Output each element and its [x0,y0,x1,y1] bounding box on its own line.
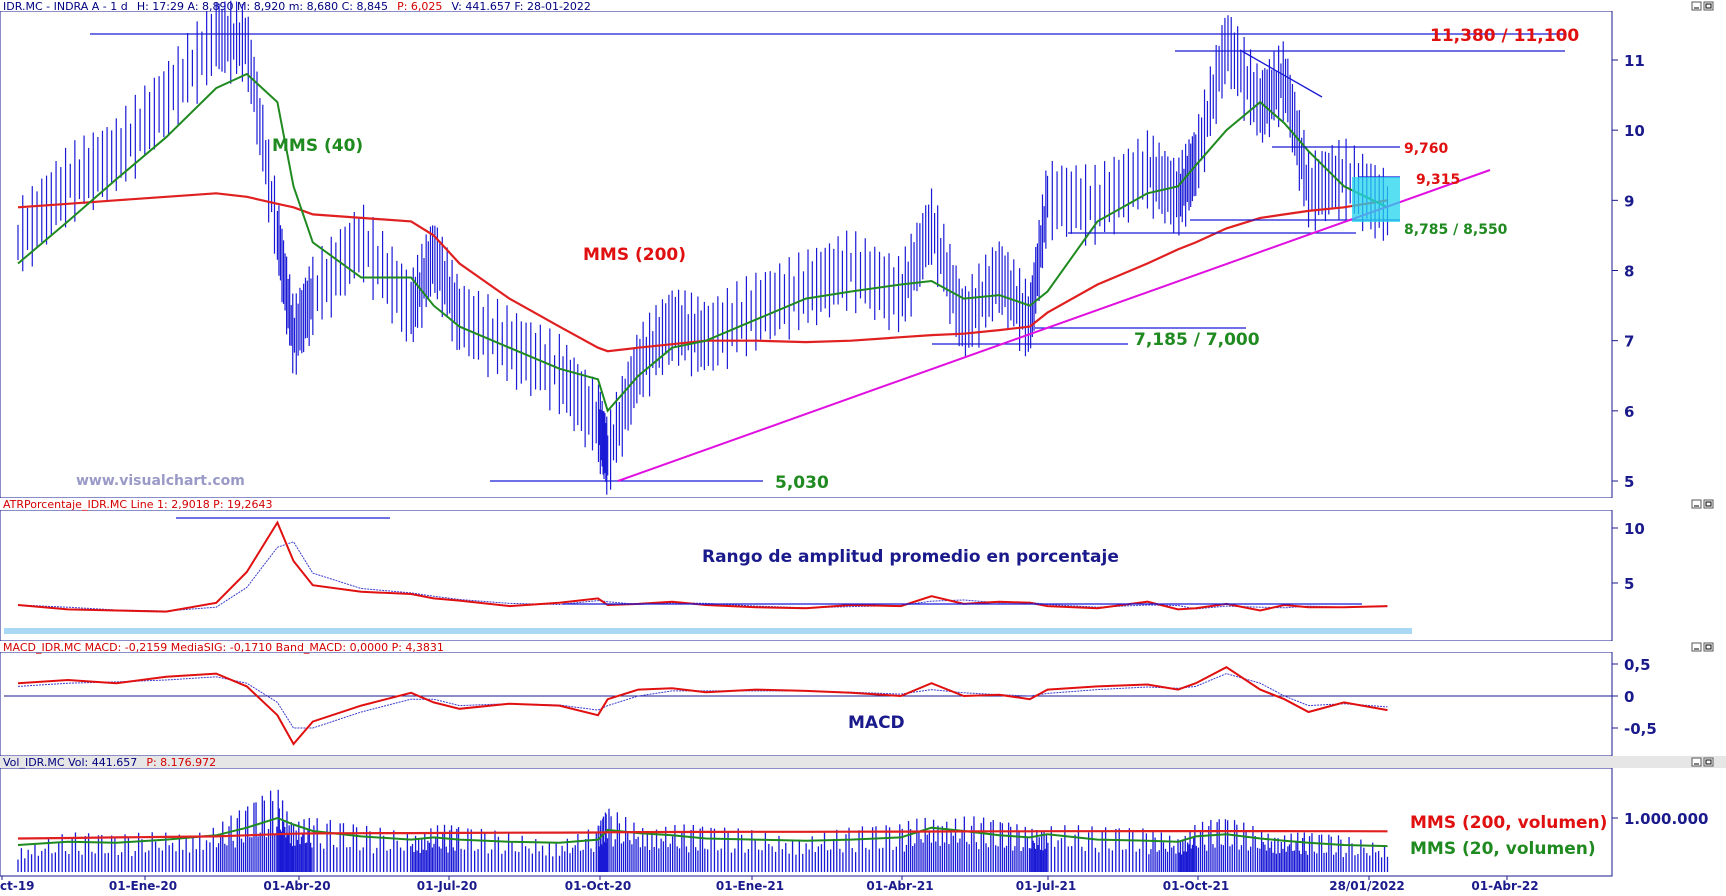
vol-mms200-line [17,830,1388,840]
watermark: www.visualchart.com [76,473,245,489]
price-header-tail: V: 441.657 F: 28-01-2022 [452,0,591,13]
vol-label-mms20: MMS (20, volumen) [1410,839,1596,859]
x-tick-label: 01-Abr-22 [1471,879,1538,892]
annotation-9315: 9,315 [1416,172,1460,188]
macd-y-tick-label: 0,5 [1624,656,1651,674]
macd-line [17,666,1388,746]
annotation-8785: 8,785 / 8,550 [1404,222,1508,238]
atr-y-tick-label: 5 [1624,575,1634,593]
minimize-icon[interactable] [1691,499,1702,509]
x-tick-label: 01-Jul-21 [1016,879,1076,892]
x-tick-label: 01-Oct-20 [565,879,631,892]
highlight-box [1352,177,1400,222]
price-y-tick-label: 10 [1624,122,1645,140]
vol-header-main: Vol_IDR.MC Vol: 441.657 [3,756,137,769]
macd-signal-line [17,673,1388,729]
atr-y-tick-label: 10 [1624,520,1645,538]
price-y-tick-label: 11 [1624,52,1645,70]
macd-y-tick-label: -0,5 [1624,720,1657,738]
price-header: IDR.MC - INDRA A - 1 d H: 17:29 A: 8,890… [3,0,591,14]
macd-header: MACD_IDR.MC MACD: -0,2159 MediaSIG: -0,1… [3,641,444,654]
annotation-11380: 11,380 / 11,100 [1430,26,1579,46]
minimize-icon[interactable] [1691,642,1702,652]
atr-title: Rango de amplitud promedio en porcentaje [702,547,1119,567]
macd-title: MACD [848,713,905,733]
price-y-tick-label: 7 [1624,333,1634,351]
price-header-fields: H: 17:29 A: 8,890 M: 8,920 m: 8,680 C: 8… [137,0,388,13]
macd-y-tick-label: 0 [1624,688,1634,706]
atr-lines [17,520,1388,613]
annotation-mms200: MMS (200) [583,245,686,265]
price-y-tick-label: 6 [1624,403,1634,421]
macd-lines [4,666,1612,746]
maximize-icon[interactable] [1703,757,1714,767]
annotation-9760: 9,760 [1404,141,1449,157]
atr-baseline-band [4,628,1412,634]
trendline [617,169,1491,482]
volume-bars [17,789,1389,872]
vol-label-mms200: MMS (200, volumen) [1410,813,1607,833]
axes: 5 6 7 8 9 10 11 5 10 -0,5 0 0,5 1.000.000 ct-19 01-Ene… [0,52,1708,893]
x-tick-label: 01-Oct-21 [1163,879,1229,892]
maximize-icon[interactable] [1703,1,1714,11]
annotation-mms40: MMS (40) [272,136,363,156]
annotation-5030: 5,030 [775,473,829,493]
price-y-tick-label: 5 [1624,473,1634,491]
x-tick-label: 01-Ene-21 [716,879,784,892]
x-tick-label: 01-Abr-21 [866,879,933,892]
price-header-symbol: IDR.MC - INDRA A - 1 d [3,0,128,13]
vol-mms20-line [17,816,1388,848]
x-tick-label: 01-Abr-20 [263,879,330,892]
mms40-line [17,72,1388,413]
price-lines [17,72,1388,413]
vol-header-pct: P: 8.176.972 [146,756,216,769]
x-tick-label: 01-Jul-20 [417,879,477,892]
channel-line-top [1239,49,1323,98]
vol-y-tick-label: 1.000.000 [1624,810,1708,828]
price-bars [17,0,1389,495]
x-tick-label: 28/01/2022 [1329,879,1405,892]
annotation-7185: 7,185 / 7,000 [1134,330,1260,350]
atr-line [17,520,1388,613]
minimize-icon[interactable] [1691,1,1702,11]
atr-header: ATRPorcentaje_IDR.MC Line 1: 2,9018 P: 1… [3,498,273,511]
price-y-tick-label: 9 [1624,192,1634,210]
drawn-lines [4,33,1565,634]
x-tick-label: 01-Ene-20 [109,879,177,892]
maximize-icon[interactable] [1703,499,1714,509]
minimize-icon[interactable] [1691,757,1702,767]
panel-frames [0,10,1613,877]
price-header-pct: P: 6,025 [397,0,442,13]
vol-header: Vol_IDR.MC Vol: 441.657 P: 8.176.972 [3,751,216,770]
window-controls [1691,1,1714,767]
x-tick-label: ct-19 [0,879,35,892]
maximize-icon[interactable] [1703,642,1714,652]
price-y-tick-label: 8 [1624,263,1634,281]
